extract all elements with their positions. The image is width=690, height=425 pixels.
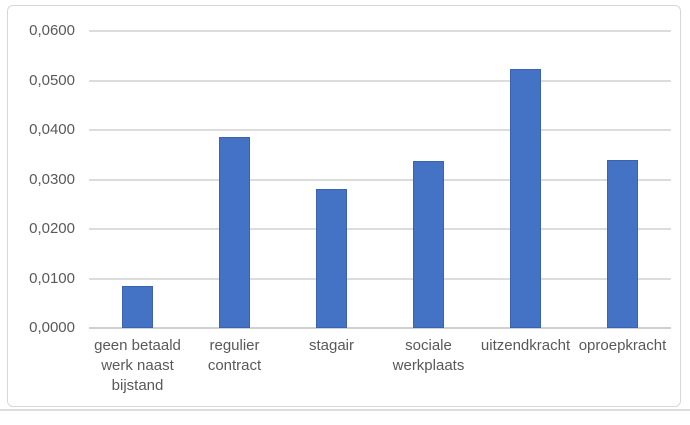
- bar[interactable]: [413, 161, 444, 328]
- gridline: [89, 228, 671, 230]
- gridline: [89, 129, 671, 131]
- y-tick-label: 0,0400: [29, 121, 75, 138]
- plot-area: [89, 30, 671, 329]
- x-tick-label: stagair: [308, 337, 355, 354]
- bar[interactable]: [316, 188, 347, 328]
- chart-frame[interactable]: 0,0000 0,0100 0,0200 0,0300 0,0400 0,0500 0,06…: [7, 5, 681, 407]
- page-divider-line: [0, 409, 690, 411]
- x-tick-label: uitzendkracht: [480, 337, 571, 354]
- bar[interactable]: [122, 286, 153, 328]
- bar[interactable]: [607, 160, 638, 328]
- y-tick-label: 0,0100: [29, 269, 75, 287]
- y-tick-label: 0,0200: [29, 220, 75, 237]
- x-tick-label: oproepkracht: [578, 337, 667, 354]
- x-tick-label: geen betaald werk naast bijstand: [94, 337, 181, 394]
- y-tick-label: 0,0300: [29, 170, 75, 188]
- y-tick-label: 0,0600: [29, 22, 75, 39]
- x-axis-labels: geen betaald werk naast bijstand regulier…: [89, 336, 671, 406]
- y-axis: 0,0000 0,0100 0,0200 0,0300 0,0400 0,0500 0,06…: [8, 22, 75, 336]
- x-tick-label: regulier contract: [207, 337, 262, 374]
- bar[interactable]: [510, 68, 541, 328]
- y-tick-label: 0,0500: [29, 71, 75, 89]
- x-tick-label: sociale werkplaats: [392, 337, 465, 374]
- gridline: [89, 277, 671, 280]
- gridline: [89, 30, 671, 32]
- y-tick-label: 0,0000: [29, 319, 75, 336]
- x-axis-line: [89, 327, 671, 329]
- bar[interactable]: [219, 136, 250, 328]
- gridline: [89, 178, 671, 181]
- gridline: [89, 79, 671, 82]
